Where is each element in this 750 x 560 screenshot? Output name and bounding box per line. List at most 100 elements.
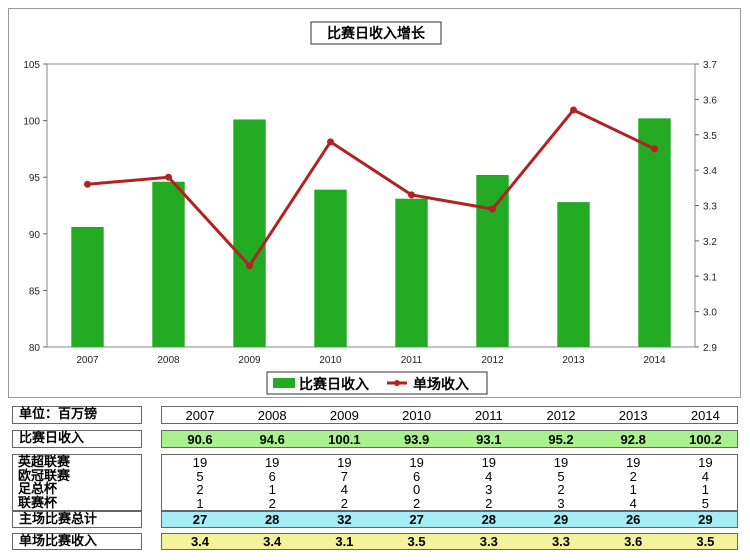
right-axis-tick-label: 2.9 — [703, 343, 717, 354]
competition-cell: 4 — [701, 468, 709, 484]
competition-label: 联赛杯 — [18, 495, 58, 511]
bar-2013 — [557, 202, 590, 347]
bar-2008 — [152, 181, 185, 347]
bar-2009 — [233, 119, 266, 347]
revenue-row: 90.6 94.6 100.1 93.9 93.1 95.2 92.8 100.2 — [161, 430, 738, 448]
year-cell: 2013 — [618, 408, 648, 423]
x-axis-tick-label: 2008 — [157, 355, 180, 366]
x-axis-tick-label: 2009 — [238, 355, 261, 366]
bar-2012 — [476, 174, 509, 347]
year-cell: 2010 — [402, 408, 432, 423]
home-total-label: 主场比赛总计 — [12, 511, 142, 528]
line-point-2010 — [327, 138, 334, 146]
home-total-row: 27 28 32 27 28 29 26 29 — [161, 511, 738, 528]
right-axis-tick-label: 3.4 — [703, 166, 717, 177]
right-axis-tick-label: 3.2 — [703, 237, 717, 248]
x-axis-tick-label: 2012 — [481, 355, 504, 366]
competition-cell: 3 — [557, 495, 565, 511]
home-total-cell: 32 — [337, 512, 352, 527]
competitions-block: 19 19 19 19 19 19 19 19 5 6 7 6 4 5 2 4 2 1 4 0 3 2 1 1 1 2 2 2 2 3 4 5 — [161, 454, 738, 511]
year-cell: 2012 — [546, 408, 576, 423]
chart-title-box — [310, 21, 442, 45]
competition-cell: 2 — [629, 468, 637, 484]
left-axis-tick-label: 95 — [29, 173, 41, 184]
competition-cell: 19 — [264, 455, 280, 470]
revenue-cell: 93.1 — [476, 432, 502, 447]
line-point-2009 — [246, 262, 253, 270]
bar-2011 — [395, 198, 428, 347]
per-match-cell: 3.3 — [479, 534, 498, 549]
year-cell: 2009 — [329, 408, 359, 423]
competition-cell: 2 — [485, 495, 493, 511]
per-match-cell: 3.3 — [551, 534, 571, 549]
bar-2010 — [314, 189, 347, 347]
left-axis-tick-label: 105 — [23, 60, 40, 71]
chart-title: 比赛日收入增长 — [327, 25, 426, 42]
competition-cell: 2 — [412, 495, 421, 511]
home-total-cell: 28 — [264, 512, 280, 527]
revenue-cell: 90.6 — [187, 432, 213, 447]
line-point-2012 — [489, 205, 496, 213]
competition-cell: 6 — [412, 468, 421, 484]
left-axis-tick-label: 80 — [29, 343, 41, 354]
competition-cell: 1 — [629, 482, 637, 497]
years-row: 2007 2008 2009 2010 2011 2012 2013 2014 — [161, 406, 738, 424]
competition-cell: 7 — [340, 468, 348, 484]
competition-cell: 19 — [553, 455, 569, 470]
competitions-label-box — [12, 454, 142, 511]
competition-cell: 5 — [557, 468, 565, 484]
left-axis-tick-label: 90 — [29, 230, 41, 241]
right-axis-tick-label: 3.7 — [703, 60, 717, 71]
revenue-cell: 100.2 — [689, 432, 722, 447]
competition-cell: 5 — [196, 468, 204, 484]
competition-cell: 19 — [409, 455, 424, 470]
line-point-2013 — [570, 106, 577, 114]
competition-cell: 5 — [701, 495, 709, 511]
competition-cell: 19 — [481, 455, 497, 470]
legend-box — [266, 371, 488, 395]
right-axis-tick-label: 3.3 — [703, 202, 717, 213]
plot-border — [46, 63, 696, 348]
competition-cell: 2 — [196, 482, 204, 497]
legend-bar-swatch — [273, 378, 295, 388]
left-axis-tick-label: 100 — [23, 117, 40, 128]
competition-label: 足总杯 — [18, 482, 58, 497]
revenue-cell: 92.8 — [620, 432, 646, 447]
per-match-cell: 3.4 — [190, 534, 210, 549]
competition-cell: 2 — [268, 495, 276, 511]
per-match-cell: 3.4 — [263, 534, 282, 549]
year-cell: 2011 — [474, 408, 503, 423]
chart-legend: 比赛日收入 单场收入 — [266, 371, 488, 395]
year-cell: 2008 — [257, 408, 287, 423]
unit-label: 单位：百万镑 — [12, 406, 142, 424]
per-match-cell: 3.6 — [624, 534, 643, 549]
revenue-cell: 93.9 — [403, 432, 430, 447]
chart-panel: 比赛日收入增长 80 85 90 95 100 105 2.9 3.0 3.1 3.2 3.3 3.4… — [8, 8, 741, 398]
x-axis-tick-label: 2011 — [401, 355, 423, 366]
legend-line-marker — [394, 380, 400, 386]
left-axis-tick-label: 85 — [29, 286, 41, 297]
competition-cell: 1 — [701, 482, 709, 497]
competition-cell: 1 — [268, 482, 276, 497]
right-axis-tick-label: 3.1 — [703, 272, 717, 283]
competition-cell: 2 — [340, 495, 348, 511]
line-point-2014 — [651, 145, 658, 153]
home-total-cell: 29 — [553, 512, 569, 527]
revenue-cell: 100.1 — [328, 432, 361, 447]
competition-label: 欧冠联赛 — [18, 468, 71, 484]
home-total-cell: 28 — [481, 512, 497, 527]
legend-bar-label: 比赛日收入 — [299, 376, 369, 393]
x-axis-tick-label: 2013 — [562, 355, 585, 366]
competition-cell: 3 — [485, 482, 493, 497]
revenue-label: 比赛日收入 — [12, 430, 142, 448]
combo-chart: 比赛日收入增长 80 85 90 95 100 105 2.9 3.0 3.1 3.2 3.3 3.4… — [23, 21, 717, 395]
year-cell: 2014 — [690, 408, 720, 423]
bar-2014 — [638, 118, 671, 347]
competition-cell: 4 — [340, 482, 348, 497]
per-match-cell: 3.1 — [335, 534, 354, 549]
revenue-cell: 94.6 — [259, 432, 285, 447]
year-cell: 2007 — [185, 408, 215, 423]
competition-cell: 1 — [196, 495, 204, 511]
x-axis-tick-label: 2007 — [76, 355, 99, 366]
home-total-cell: 26 — [625, 512, 641, 527]
